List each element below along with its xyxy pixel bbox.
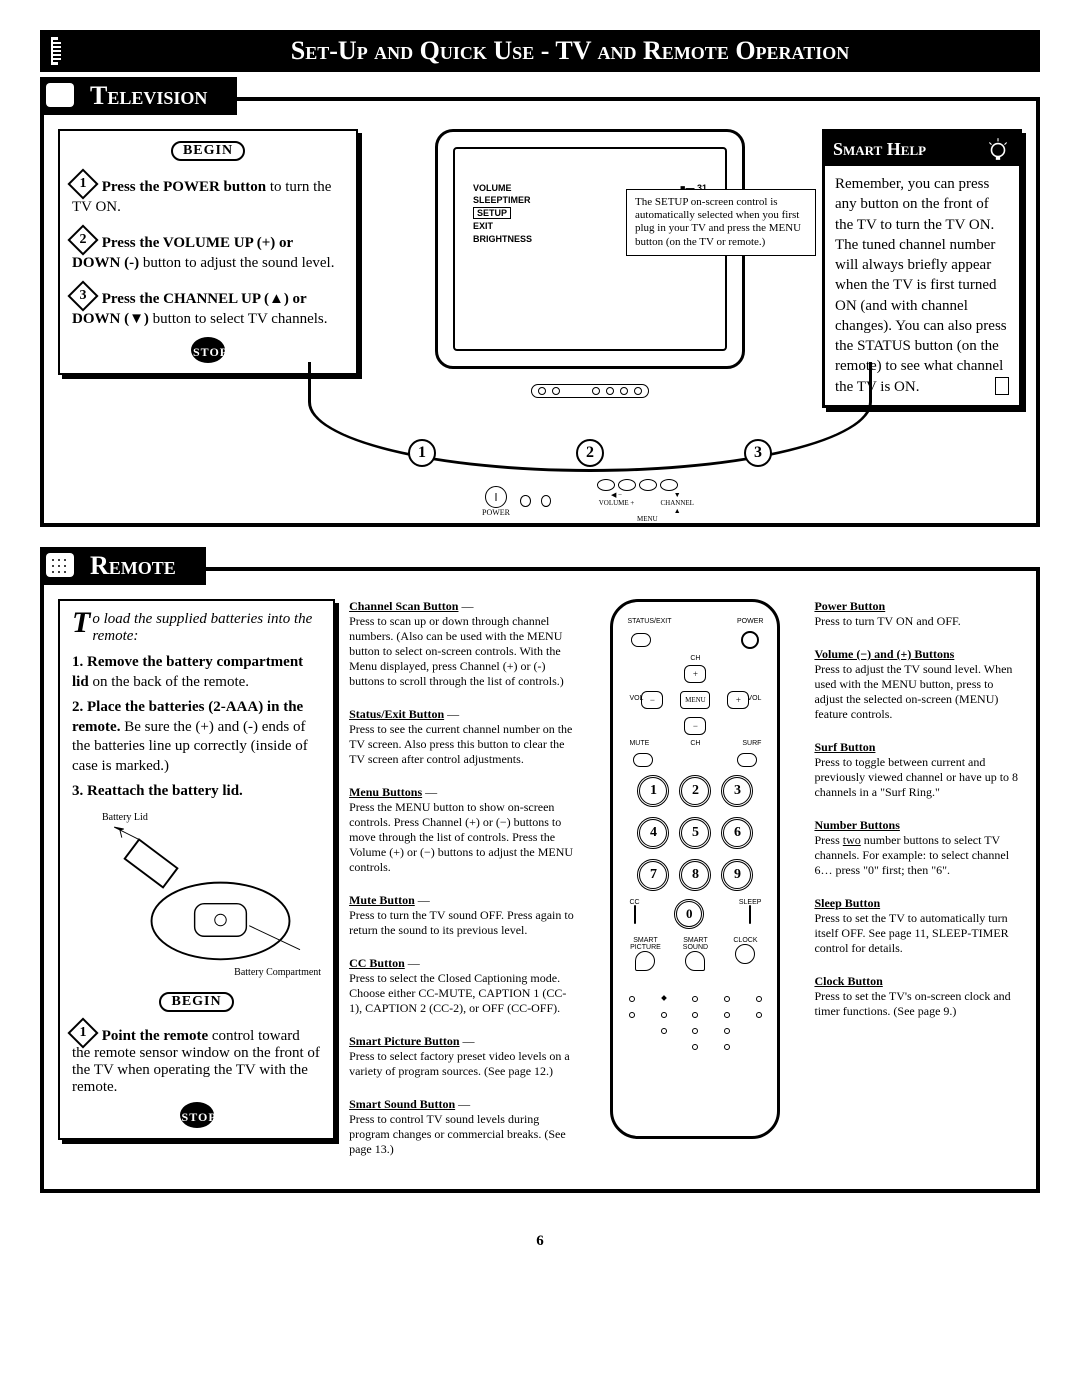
battery-intro: To load the supplied batteries into the … [72,611,321,645]
status-exit-button[interactable] [631,633,651,647]
tv-steps-box: BEGIN 1 Press the POWER button to turn t… [58,129,358,375]
desc-menu: Menu Buttons —Press the MENU button to s… [349,785,576,875]
desc-number: Number ButtonsPress two number buttons t… [814,818,1022,878]
num-0[interactable]: 0 [674,899,704,929]
smart-picture-button[interactable] [635,951,655,971]
page-title-bar: Set-Up and Quick Use - TV and Remote Ope… [40,30,1040,72]
begin-pill: BEGIN [171,141,245,161]
desc-surf: Surf ButtonPress to toggle between curre… [814,740,1022,800]
battery-illustration: Battery Lid Battery Compartment [72,812,321,982]
remote-header-text: Remote [90,551,176,581]
point-remote-step: 1 Point the remote control toward the re… [72,1018,321,1096]
mute-button[interactable] [633,753,653,767]
marker-1: 1 [408,439,436,467]
num-7[interactable]: 7 [637,859,669,891]
tv-front-buttons: POWER ◀ − VOLUME + ▼ CHANNEL ▲ MENU [482,479,698,523]
num-1[interactable]: 1 [637,775,669,807]
battery-compartment-label: Battery Compartment [234,967,321,978]
cc-button[interactable] [634,905,636,924]
setup-callout: The SETUP on-screen control is automatic… [626,189,816,256]
vol-down-button[interactable]: − [641,691,663,709]
tv-front-speaker [531,384,649,398]
desc-sleep: Sleep ButtonPress to set the TV to autom… [814,896,1022,956]
step-diamond-2: 2 [72,229,94,251]
menu-button[interactable]: MENU [680,691,710,709]
tv-step-1: 1 Press the POWER button to turn the TV … [72,169,344,217]
television-header: Television [40,77,237,115]
desc-clock: Clock ButtonPress to set the TV's on-scr… [814,974,1022,1019]
smart-sound-button[interactable] [685,951,705,971]
stop-pill: STOP [191,337,225,363]
desc-volume: Volume (−) and (+) ButtonsPress to adjus… [814,647,1022,722]
ch-up-button[interactable]: + [684,665,706,683]
num-8[interactable]: 8 [679,859,711,891]
vol-up-button[interactable]: + [727,691,749,709]
notebook-icon [50,36,100,66]
television-section: Television BEGIN 1 Press the POWER butto… [40,97,1040,527]
marker-2: 2 [576,439,604,467]
tv-step-2: 2 Press the VOLUME UP (+) or DOWN (-) bu… [72,225,344,273]
desc-status-exit: Status/Exit Button —Press to see the cur… [349,707,576,767]
desc-power: Power ButtonPress to turn TV ON and OFF. [814,599,1022,629]
sleep-button[interactable] [749,905,751,924]
smart-help-header: Smart Help [825,132,1019,166]
power-button[interactable] [741,631,759,649]
remote-header: Remote [40,547,206,585]
battery-step-1: 1. Remove the battery compartment lid on… [72,653,321,692]
num-5[interactable]: 5 [679,817,711,849]
num-3[interactable]: 3 [721,775,753,807]
remote-icon [46,553,74,577]
remote-begin-pill: BEGIN [159,992,233,1012]
battery-lid-label: Battery Lid [102,812,148,823]
num-9[interactable]: 9 [721,859,753,891]
lightbulb-icon [985,136,1011,162]
tv-step-3: 3 Press the CHANNEL UP (▲) or DOWN (▼) b… [72,281,344,329]
desc-channel-scan: Channel Scan Button —Press to scan up or… [349,599,576,689]
remote-illustration: STATUS/EXIT POWER CH VOL VOL + − + MENU … [590,599,800,1139]
marker-3: 3 [744,439,772,467]
step-diamond-1: 1 [72,173,94,195]
ch-down-button[interactable]: − [684,717,706,735]
remote-body: STATUS/EXIT POWER CH VOL VOL + − + MENU … [610,599,780,1139]
desc-mute: Mute Button —Press to turn the TV sound … [349,893,576,938]
num-4[interactable]: 4 [637,817,669,849]
remote-right-descriptions: Power ButtonPress to turn TV ON and OFF.… [814,599,1022,1037]
num-2[interactable]: 2 [679,775,711,807]
remote-section: Remote To load the supplied batteries in… [40,567,1040,1193]
desc-cc: CC Button —Press to select the Closed Ca… [349,956,576,1016]
step-diamond-3: 3 [72,285,94,307]
tv-mini-icon [995,377,1009,395]
num-6[interactable]: 6 [721,817,753,849]
page-number: 6 [40,1233,1040,1250]
battery-step-3: 3. Reattach the battery lid. [72,782,321,802]
surf-button[interactable] [737,753,757,767]
tv-icon [46,83,74,107]
remote-left-descriptions: Channel Scan Button —Press to scan up or… [349,599,576,1175]
desc-smart-sound: Smart Sound Button —Press to control TV … [349,1097,576,1157]
number-pad: 1 2 3 4 5 6 7 8 9 [623,775,767,891]
clock-button[interactable] [735,944,755,964]
television-header-text: Television [90,81,207,111]
point-diamond: 1 [72,1022,94,1044]
desc-smart-picture: Smart Picture Button —Press to select fa… [349,1034,576,1079]
tv-callout-numbers: 1 2 3 [408,439,772,467]
remote-stop-pill: STOP [180,1102,214,1128]
page-title: Set-Up and Quick Use - TV and Remote Ope… [100,36,1040,66]
battery-instructions: To load the supplied batteries into the … [58,599,335,1140]
tv-illustration: VOLUME■— 31 SLEEPTIMEROFF SETUP▶ EXIT▶ B… [374,129,806,509]
battery-step-2: 2. Place the batteries (2-AAA) in the re… [72,698,321,776]
